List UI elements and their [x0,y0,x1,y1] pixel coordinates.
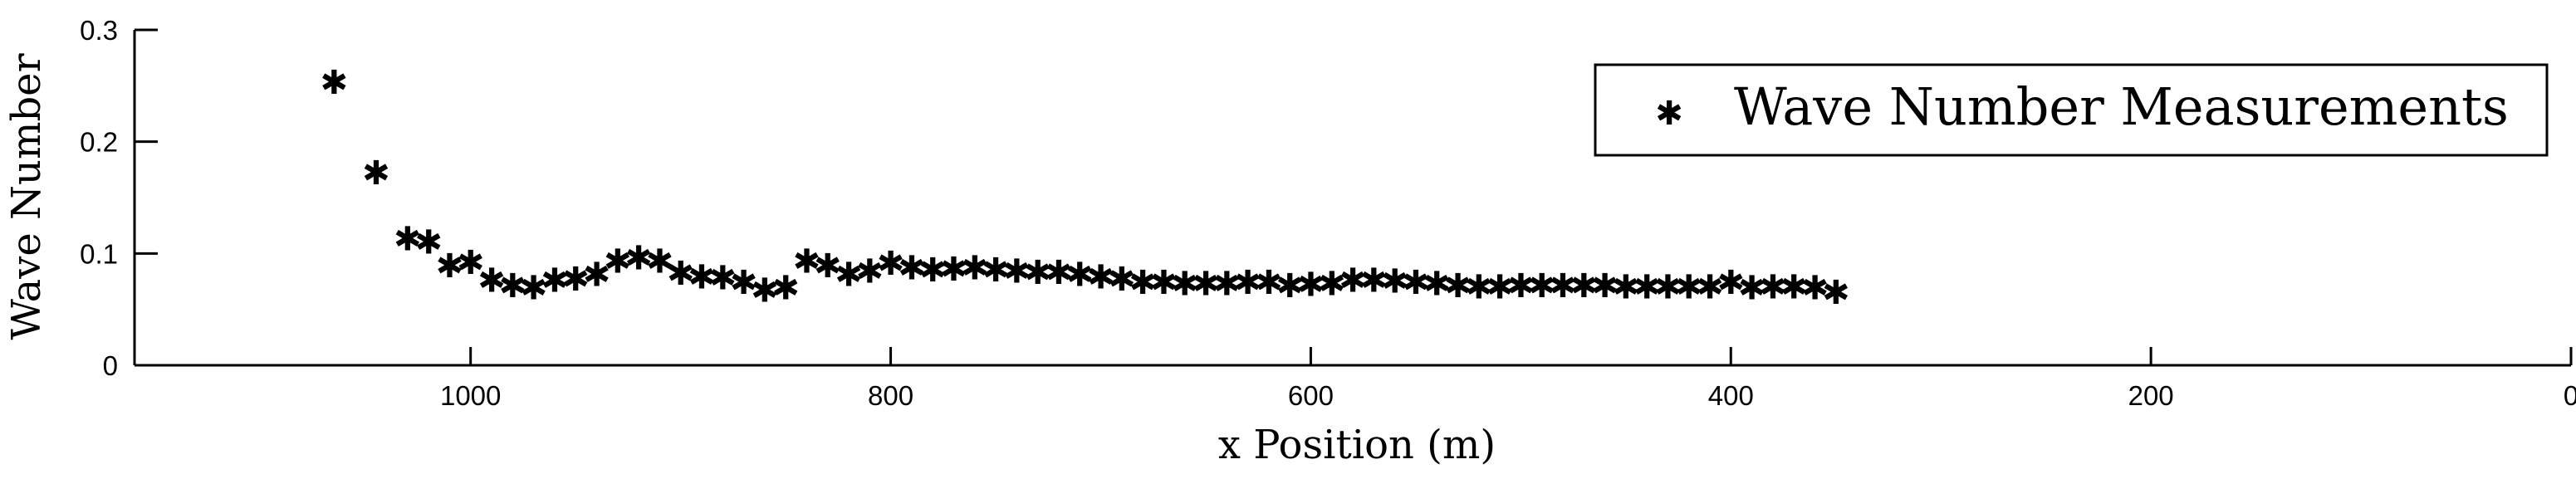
legend: ✱ Wave Number Measurements [1594,63,2549,157]
y-tick-label: 0 [103,350,118,381]
data-point: ✱ [1822,274,1850,312]
data-point: ✱ [1528,267,1556,305]
data-point: ✱ [583,257,611,295]
data-point: ✱ [961,249,989,287]
data-point: ✱ [1381,263,1409,301]
data-point: ✱ [1150,264,1178,302]
data-point: ✱ [1423,265,1451,303]
data-point: ✱ [856,253,884,291]
data-point: ✱ [1444,267,1472,305]
data-point: ✱ [1801,270,1829,308]
data-point: ✱ [1738,270,1766,308]
legend-marker: ✱ [1655,95,1683,133]
data-point: ✱ [793,242,821,281]
y-tick-label: 0.2 [80,127,118,158]
data-point: ✱ [1591,267,1619,305]
data-point: ✱ [1234,264,1262,302]
data-point: ✱ [898,249,926,287]
data-point: ✱ [667,255,695,293]
data-point: ✱ [1212,265,1241,303]
data-point: ✱ [1675,268,1703,306]
data-point: ✱ [541,261,569,300]
data-point: ✱ [1192,265,1220,303]
data-point: ✱ [1759,268,1787,306]
data-point: ✱ [877,245,905,283]
data-point: ✱ [394,220,422,258]
data-point: ✱ [1486,268,1514,306]
data-points: ✱✱✱✱✱✱✱✱✱✱✱✱✱✱✱✱✱✱✱✱✱✱✱✱✱✱✱✱✱✱✱✱✱✱✱✱✱✱✱✱… [321,64,1850,312]
ticks: 1000 800 600 400 200 0 0 0.1 0.2 0.3 [80,15,2576,411]
data-point: ✱ [1654,268,1682,306]
data-point: ✱ [436,247,464,286]
x-axis-title: x Position (m) [1218,422,1496,468]
data-point: ✱ [1045,254,1073,292]
data-point: ✱ [1003,253,1031,291]
y-axis-title: Wave Number [3,53,50,340]
data-point: ✱ [1108,261,1136,299]
data-point: ✱ [940,251,968,289]
data-point: ✱ [1024,254,1052,292]
y-tick-label: 0.3 [80,15,118,46]
data-point: ✱ [1297,266,1325,305]
legend-label: Wave Number Measurements [1734,76,2509,137]
y-tick-label: 0.1 [80,238,118,269]
data-point: ✱ [321,64,349,102]
data-point: ✱ [918,252,947,290]
data-point: ✱ [1696,268,1724,306]
x-tick-label: 400 [1708,380,1754,411]
data-point: ✱ [362,154,390,193]
data-point: ✱ [1570,267,1598,305]
data-point: ✱ [730,264,758,302]
data-point: ✱ [1633,268,1661,306]
data-point: ✱ [1171,265,1199,303]
data-point: ✱ [1612,268,1640,306]
legend-box [1594,63,2549,157]
x-tick-label: 800 [868,380,913,411]
data-point: ✱ [1465,268,1493,306]
data-point: ✱ [814,247,842,286]
data-point: ✱ [561,261,590,299]
data-point: ✱ [1549,267,1577,305]
data-point: ✱ [1402,264,1430,302]
data-point: ✱ [499,267,527,305]
data-point: ✱ [1360,261,1388,300]
data-point: ✱ [414,224,443,262]
data-point: ✱ [1318,265,1346,303]
data-point: ✱ [1255,264,1283,302]
data-point: ✱ [751,271,779,310]
data-point: ✱ [688,258,716,296]
data-point: ✱ [1065,257,1094,295]
data-point: ✱ [708,260,737,298]
data-point: ✱ [1276,267,1304,305]
data-point: ✱ [1780,268,1808,306]
data-point: ✱ [1717,264,1746,302]
x-tick-label: 200 [2128,380,2174,411]
data-point: ✱ [457,244,485,282]
x-tick-label: 1000 [440,380,501,411]
data-point: ✱ [624,239,653,277]
x-tick-label: 600 [1288,380,1334,411]
data-point: ✱ [604,242,632,281]
data-point: ✱ [646,242,674,281]
data-point: ✱ [835,257,863,295]
data-point: ✱ [1507,267,1535,305]
data-point: ✱ [771,270,800,308]
data-point: ✱ [520,270,548,308]
x-tick-label: 0 [2564,380,2576,411]
data-point: ✱ [1087,258,1115,296]
axes [133,30,2571,367]
data-point: ✱ [1339,261,1367,300]
data-point: ✱ [1129,264,1157,302]
data-point: ✱ [477,261,506,300]
data-point: ✱ [982,252,1010,290]
